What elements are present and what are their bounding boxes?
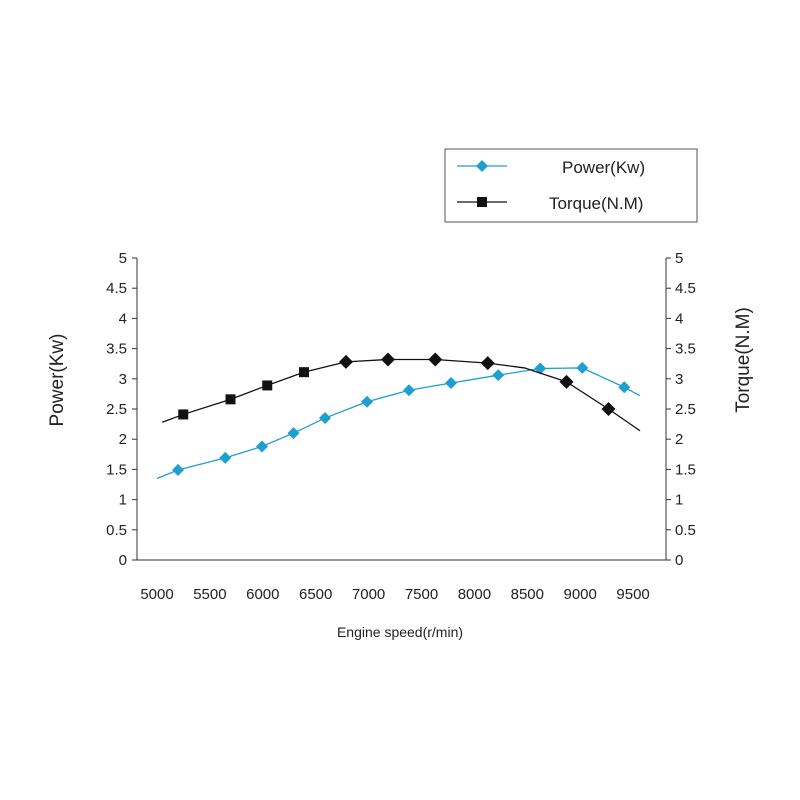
legend-marker-power bbox=[476, 160, 488, 172]
torque-point bbox=[299, 367, 309, 378]
x-tick-label: 7000 bbox=[352, 586, 385, 603]
legend-swatch-torque bbox=[457, 197, 507, 207]
y-tick-label-right: 3.5 bbox=[675, 341, 696, 358]
legend: Power(Kw) Torque(N.M) bbox=[444, 148, 698, 223]
series-torque bbox=[162, 352, 641, 432]
y-tick-label-left: 5 bbox=[119, 250, 127, 267]
torque-point bbox=[339, 354, 353, 369]
y-tick-label-right: 4 bbox=[675, 310, 683, 327]
legend-swatch-power bbox=[457, 160, 507, 172]
plot-area bbox=[156, 352, 641, 480]
axes bbox=[132, 257, 671, 561]
x-tick-label: 6500 bbox=[299, 586, 332, 603]
x-tick-label: 5500 bbox=[193, 586, 226, 603]
power-point bbox=[219, 451, 232, 464]
y-tick-label-right: 2.5 bbox=[675, 401, 696, 418]
x-tick-label: 9500 bbox=[616, 586, 649, 603]
y-tick-label-right: 1 bbox=[675, 492, 683, 509]
power-point bbox=[172, 464, 184, 477]
torque-point bbox=[178, 409, 189, 420]
power-point bbox=[256, 440, 268, 453]
y-tick-label-right: 2 bbox=[675, 431, 683, 448]
tick-labels: 0 0 0.5 0.5 1 1 1.5 1.5 2 2 2.5 2.5 3 3 3.5 3.5 4 4 4.5 4.5… bbox=[106, 250, 696, 603]
power-point bbox=[361, 395, 373, 408]
y-tick-label-left: 0.5 bbox=[106, 522, 127, 539]
x-tick-label: 8000 bbox=[458, 586, 491, 603]
x-tick-label: 5000 bbox=[140, 586, 173, 603]
y-tick-label-left: 4 bbox=[119, 310, 127, 327]
torque-point bbox=[225, 394, 236, 405]
y-tick-label-left: 4.5 bbox=[106, 280, 127, 297]
y-tick-label-left: 1 bbox=[119, 492, 127, 509]
torque-point bbox=[262, 380, 273, 391]
power-point bbox=[319, 412, 331, 425]
y-tick-label-left: 2 bbox=[119, 431, 127, 448]
y-tick-label-right: 1.5 bbox=[675, 461, 696, 478]
y-tick-label-left: 3.5 bbox=[106, 341, 127, 358]
y-tick-label-left: 3 bbox=[119, 371, 127, 388]
x-tick-label: 7500 bbox=[405, 586, 438, 603]
x-axis-title: Engine speed(r/min) bbox=[337, 624, 463, 640]
torque-point bbox=[480, 356, 495, 371]
legend-box bbox=[444, 148, 698, 223]
y-tick-label-right: 0.5 bbox=[675, 522, 696, 539]
legend-label-torque: Torque(N.M) bbox=[549, 194, 643, 213]
y-tick-label-left: 2.5 bbox=[106, 401, 127, 418]
y-tick-label-right: 0 bbox=[675, 552, 683, 569]
power-point bbox=[445, 377, 457, 390]
y-tick-label-right: 5 bbox=[675, 250, 683, 267]
power-point bbox=[576, 361, 589, 374]
torque-point bbox=[559, 374, 574, 389]
power-point bbox=[287, 427, 300, 440]
series-power bbox=[156, 361, 641, 480]
legend-marker-torque bbox=[477, 197, 487, 207]
y-tick-label-right: 3 bbox=[675, 371, 683, 388]
y-tick-label-right: 4.5 bbox=[675, 280, 696, 297]
x-tick-label: 8500 bbox=[511, 586, 544, 603]
y-axis-title-right: Torque(N.M) bbox=[733, 307, 754, 413]
y-tick-label-left: 1.5 bbox=[106, 461, 127, 478]
legend-label-power: Power(Kw) bbox=[562, 158, 645, 177]
y-axis-title-left: Power(Kw) bbox=[47, 334, 68, 427]
x-tick-label: 6000 bbox=[246, 586, 279, 603]
power-point bbox=[403, 384, 415, 397]
torque-point bbox=[381, 352, 395, 367]
y-tick-label-left: 0 bbox=[119, 552, 127, 569]
power-point bbox=[618, 381, 631, 394]
torque-point bbox=[428, 352, 443, 367]
series-power-line bbox=[156, 367, 641, 480]
torque-point bbox=[601, 402, 616, 416]
x-tick-label: 9000 bbox=[564, 586, 597, 603]
power-point bbox=[492, 369, 505, 382]
